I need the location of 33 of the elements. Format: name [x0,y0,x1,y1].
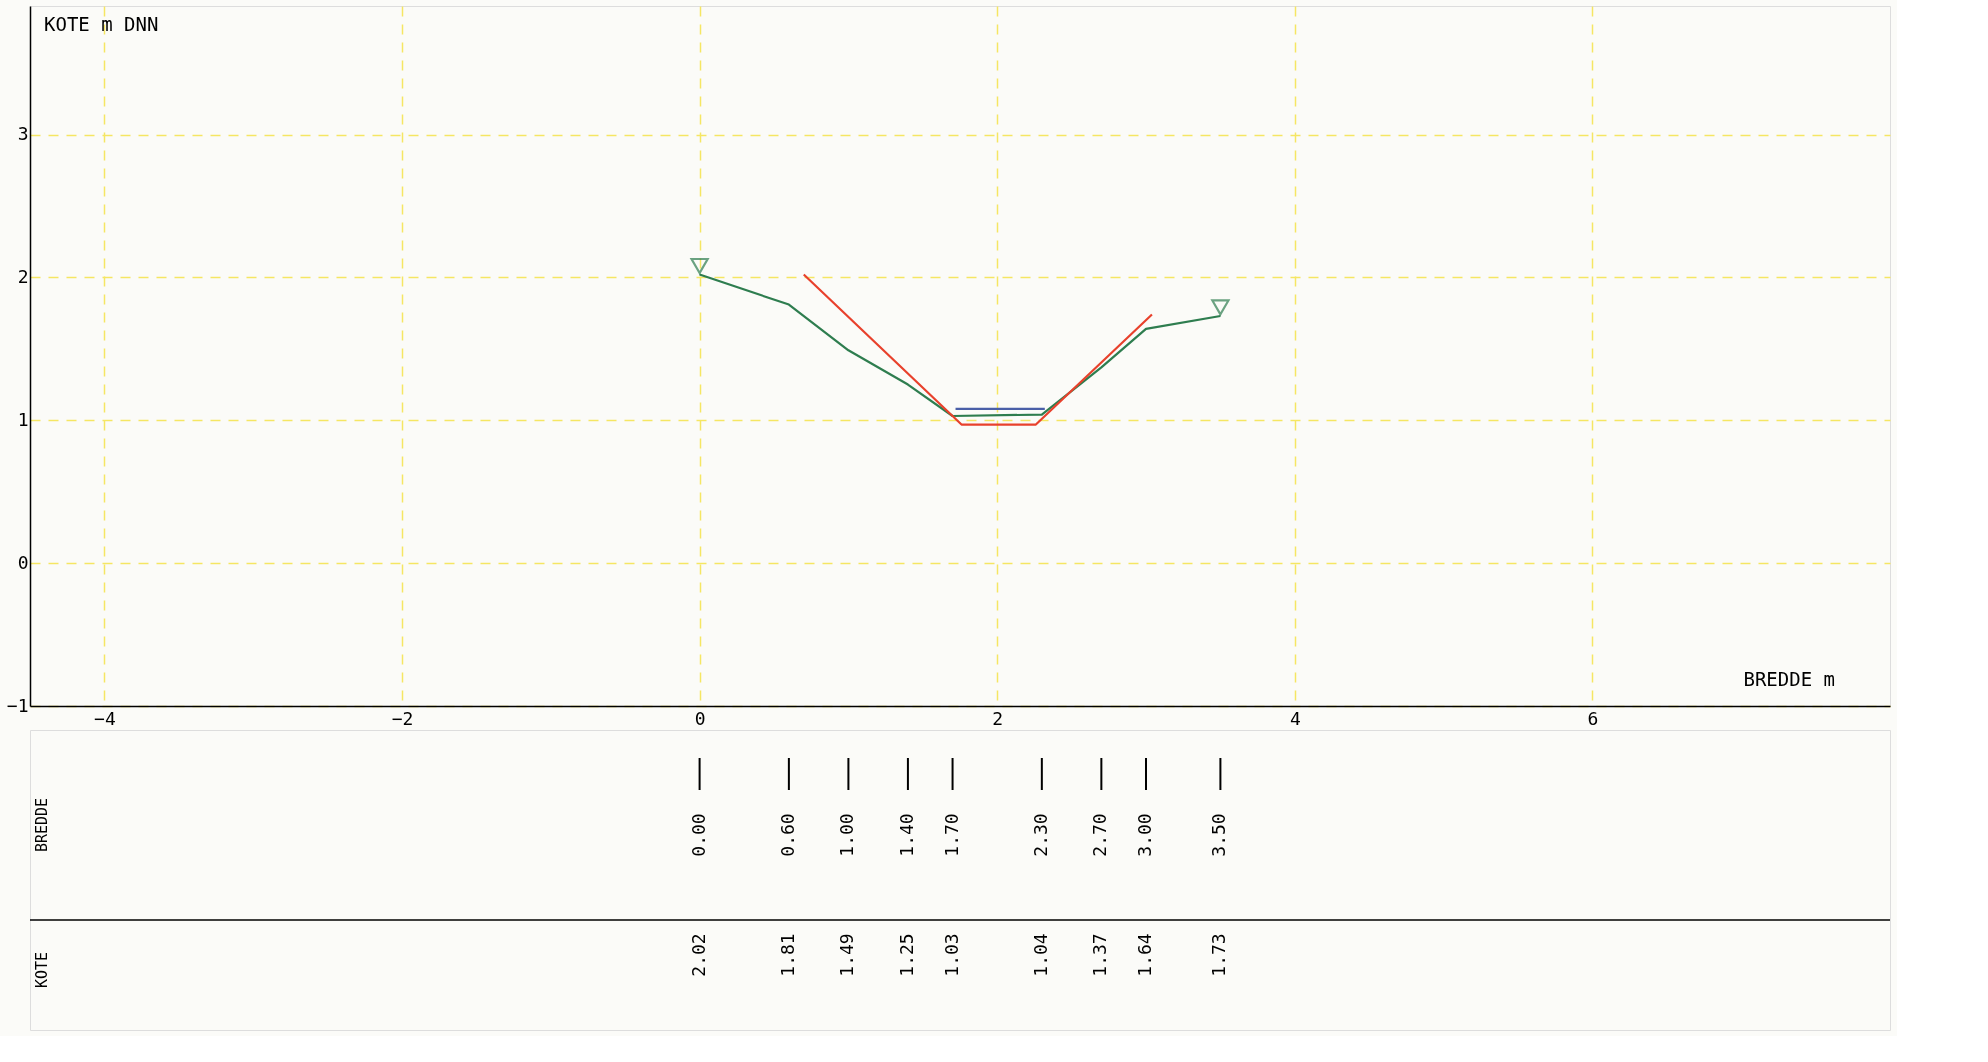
text: 2.70 [1089,813,1111,857]
y-axis-title: KOTE m DNN [44,13,159,35]
text: 2.30 [1029,813,1051,857]
x-tick-label: 6 [1587,707,1599,729]
x-tick-label: −2 [391,707,414,729]
text: 1.04 [1029,933,1051,977]
y-tick-label: 2 [17,265,29,287]
x-axis-title: BREDDE m [1743,668,1835,690]
text: 1.25 [895,933,917,977]
text: 1.81 [776,933,798,977]
y-tick-label: −1 [6,694,29,716]
y-tick-label: 3 [17,123,29,145]
text: 0.00 [687,813,709,857]
text: 1.03 [940,933,962,977]
text: 1.64 [1134,933,1155,977]
text: 1.73 [1208,933,1230,977]
text: 1.40 [895,813,917,857]
text: 1.49 [836,933,858,977]
text: 1.70 [940,813,962,857]
text: 2.02 [687,933,709,977]
text: 3.50 [1208,813,1230,857]
text: 0.60 [776,813,798,857]
text: 1.37 [1089,933,1111,977]
text: 1.00 [836,813,858,857]
y-tick-label: 0 [17,551,29,573]
text: 3.00 [1134,813,1155,857]
x-tick-label: 4 [1289,707,1301,729]
x-tick-label: 0 [694,707,706,729]
text: BREDDE [33,797,51,853]
y-tick-label: 1 [17,408,29,430]
x-tick-label: −4 [94,707,116,729]
text: KOTE [33,951,51,989]
x-tick-label: 2 [992,707,1004,729]
